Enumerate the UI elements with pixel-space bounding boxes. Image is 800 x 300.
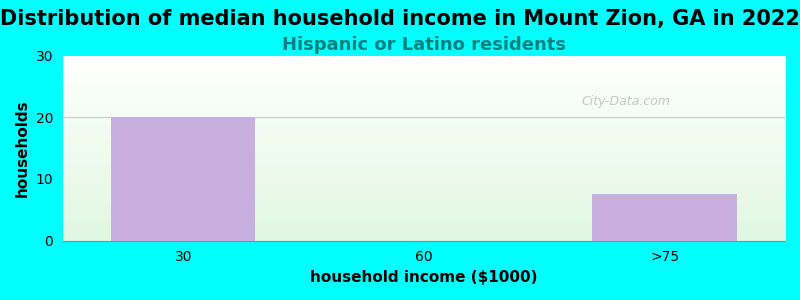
- Text: City-Data.com: City-Data.com: [582, 95, 670, 108]
- Y-axis label: households: households: [15, 99, 30, 197]
- Text: Distribution of median household income in Mount Zion, GA in 2022: Distribution of median household income …: [0, 9, 800, 29]
- X-axis label: household income ($1000): household income ($1000): [310, 270, 538, 285]
- Bar: [593, 194, 737, 241]
- Bar: [111, 117, 255, 241]
- Title: Hispanic or Latino residents: Hispanic or Latino residents: [282, 36, 566, 54]
